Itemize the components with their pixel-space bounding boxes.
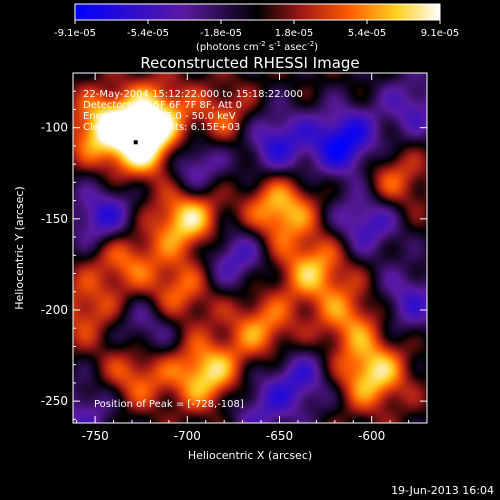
y-tick-label-0: -100 (41, 121, 68, 135)
y-tick-label-3: -250 (41, 394, 68, 408)
colorbar-tick-label-0: -9.1e-05 (54, 28, 96, 39)
peak-marker (133, 140, 138, 145)
heatmap (73, 73, 427, 423)
x-tick-label-0: -750 (82, 429, 109, 443)
colorbar-tick-label-3: 1.8e-05 (275, 28, 313, 39)
y-tick-label-2: -200 (41, 303, 68, 317)
colorbar-label: (photons cm-2 s-1 asec-2) (196, 40, 318, 53)
colorbar-tick-label-4: 5.4e-05 (348, 28, 386, 39)
x-tick-label-1: -700 (174, 429, 201, 443)
annotation-detectors: Detectors: 4F 5F 6F 7F 8F, Att 0 (83, 100, 242, 111)
annotation-block: 22-May-2004 15:12:22.000 to 15:18:22.000… (83, 89, 303, 133)
colorbar-ticks: -9.1e-05 -5.4e-05 -1.8e-05 1.8e-05 5.4e-05 9.… (54, 20, 459, 39)
footer-timestamp: 19-Jun-2013 16:04 (391, 484, 494, 497)
annotation-energy: Energy Range: 25.0 - 50.0 keV (83, 111, 236, 122)
axis-ticks: -750 -700 -650 -600 -100 -150 -200 -250 (41, 72, 428, 443)
colorbar (74, 3, 441, 21)
colorbar-tick-label-5: 9.1e-05 (421, 28, 459, 39)
colorbar-tick-label-1: -5.4e-05 (127, 28, 169, 39)
peak-position-label: Position of Peak = [-728,-108] (94, 399, 244, 410)
annotation-time: 22-May-2004 15:12:22.000 to 15:18:22.000 (83, 89, 303, 100)
chart-title: Reconstructed RHESSI Image (140, 54, 359, 72)
y-tick-label-1: -150 (41, 212, 68, 226)
annotation-counts: Clean Total counts: 6.15E+03 (83, 122, 240, 133)
x-tick-label-2: -650 (266, 429, 293, 443)
x-axis-label: Heliocentric X (arcsec) (188, 449, 312, 462)
x-tick-label-3: -600 (358, 429, 385, 443)
peak-dot (133, 140, 138, 145)
y-axis-label: Heliocentric Y (arcsec) (13, 186, 26, 310)
colorbar-tick-label-2: -1.8e-05 (200, 28, 242, 39)
plot-frame (72, 72, 428, 424)
